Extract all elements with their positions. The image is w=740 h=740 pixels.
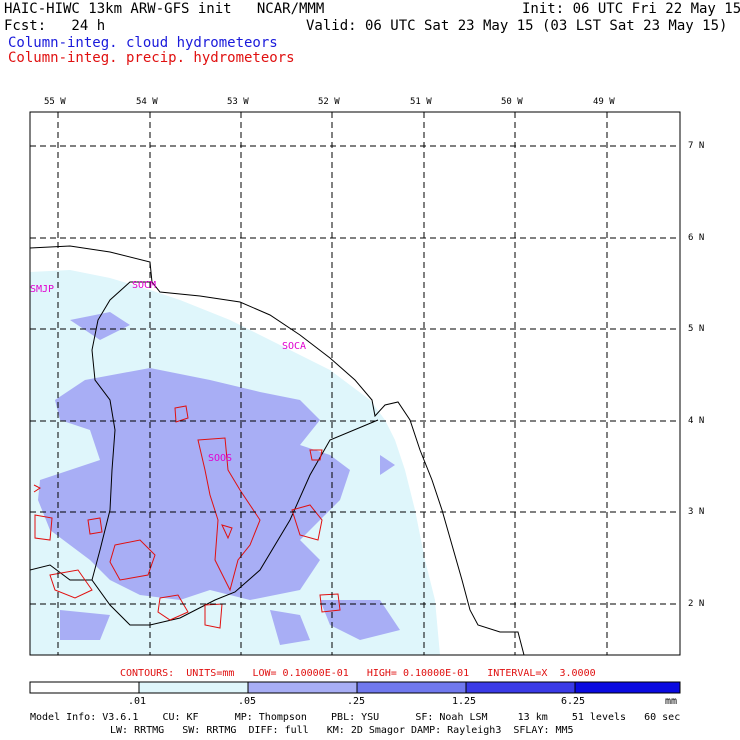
lat-label: 3 N [688,507,705,517]
lat-label: 7 N [688,141,705,151]
lon-label: 50 W [501,97,523,107]
lon-label: 55 W [44,97,66,107]
cloud-shade-medium [38,312,400,640]
contour-info: CONTOURS: UNITS=mm LOW= 0.10000E-01 HIGH… [120,668,596,679]
lon-label: 49 W [593,97,615,107]
run-title: HAIC-HIWC 13km ARW-GFS init NCAR/MMM [4,1,325,17]
grid-lines [30,112,680,655]
station-label: SOCA [282,341,307,352]
lon-label: 51 W [410,97,432,107]
valid-time: Valid: 06 UTC Sat 23 May 15 (03 LST Sat … [306,18,728,34]
station-label: SMJP [30,284,55,295]
colorbar-tick: .05 [238,696,257,707]
lat-label: 5 N [688,324,705,334]
colorbar-tick: .25 [347,696,366,707]
colorbar-units: mm [665,696,678,707]
lon-label: 53 W [227,97,249,107]
lat-label: 2 N [688,599,705,609]
model-info: Model Info: V3.6.1 CU: KF MP: Thompson P… [30,712,681,723]
model-physics: LW: RRTMG SW: RRTMG DIFF: full KM: 2D Sm… [110,725,574,736]
precip-field-label: Column-integ. precip. hydrometeors [8,50,295,66]
color-bar [29,681,681,694]
border-south-west [30,564,92,581]
colorbar-tick: .01 [128,696,147,707]
coastline [30,245,525,655]
cloud-shade-medium-2 [60,430,310,645]
lon-label: 54 W [136,97,158,107]
map-frame [29,111,681,656]
cloud-field-label: Column-integ. cloud hydrometeors [8,35,278,51]
lat-label: 4 N [688,416,705,426]
lat-label: 6 N [688,233,705,243]
init-time: Init: 06 UTC Fri 22 May 15 [522,1,740,17]
forecast-hour: Fcst: 24 h [4,18,106,34]
lon-label: 52 W [318,97,340,107]
precip-contours [33,405,341,629]
colorbar-tick: 1.25 [452,696,477,707]
station-label: SOCM [132,280,157,291]
colorbar-tick: 6.25 [561,696,586,707]
station-label: SOOS [208,453,233,464]
